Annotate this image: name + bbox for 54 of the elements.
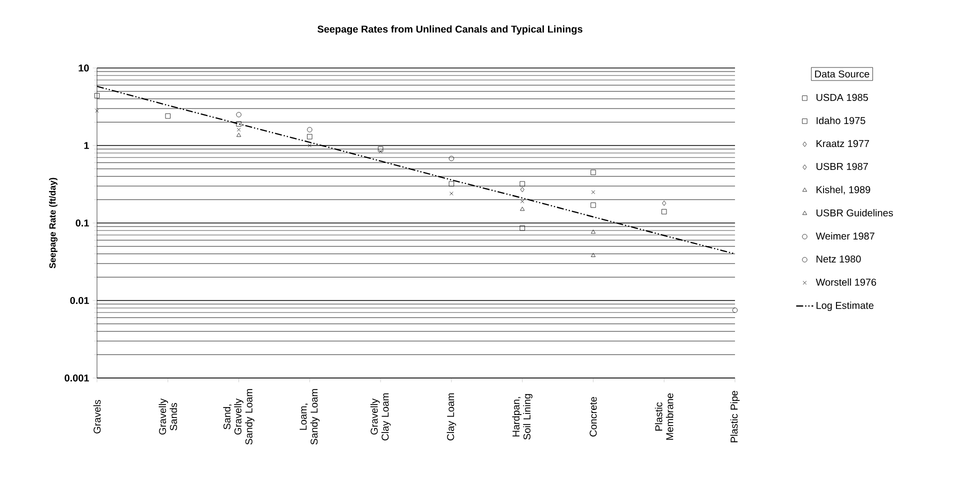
- point: [662, 209, 667, 214]
- legend-label: Idaho 1975: [816, 116, 866, 124]
- legend-label: Kishel, 1989: [816, 186, 870, 194]
- legend-label: USBR Guidelines: [816, 209, 893, 216]
- legend-label: Netz 1980: [816, 255, 861, 263]
- point: [165, 113, 170, 119]
- point: [662, 200, 666, 206]
- x-tick-label: Gravelly Sands: [158, 398, 178, 435]
- point: [307, 134, 312, 140]
- point: [236, 112, 242, 118]
- y-tick-label: 10: [78, 64, 89, 72]
- point: [520, 181, 525, 186]
- x-tick-label: Concrete: [590, 396, 597, 436]
- point: [590, 170, 596, 175]
- point: [448, 181, 454, 186]
- point: [95, 108, 99, 113]
- y-tick-label: 1: [84, 142, 89, 149]
- point: [520, 206, 525, 211]
- chart-title: Seepage Rates from Unlined Canals and Typical Linings: [318, 25, 582, 35]
- point: [591, 190, 596, 194]
- x-tick-label: Gravels: [93, 400, 101, 434]
- x-tick-label: Sand, Gravelly Sandy Loam: [223, 389, 254, 445]
- x-tick-label: Plastic Pipe: [730, 390, 740, 442]
- x-tick-label: Plastic Membrane: [654, 393, 674, 440]
- point: [448, 156, 454, 162]
- point: [236, 121, 242, 126]
- legend-label: Weimer 1987: [816, 232, 874, 240]
- legend-label: Kraatz 1977: [816, 140, 870, 148]
- legend-title: Data Source: [815, 70, 870, 78]
- y-tick-label: 0.001: [64, 374, 89, 382]
- point: [520, 186, 524, 192]
- legend-label: USBR 1987: [816, 162, 868, 170]
- point: [732, 308, 738, 313]
- x-tick-label: Hardpan, Soil Lining: [512, 394, 532, 440]
- point: [590, 230, 596, 234]
- x-tick-label: Loam, Sandy Loam: [300, 389, 320, 445]
- legend-label: Log Estimate: [816, 302, 874, 311]
- y-tick-label: 0.01: [70, 296, 89, 304]
- x-tick-label: Gravelly Clay Loam: [370, 393, 391, 440]
- point: [520, 200, 524, 204]
- point: [308, 144, 312, 148]
- y-axis-title: Seepage Rate (ft/day): [49, 178, 58, 268]
- point: [590, 202, 596, 208]
- point: [590, 252, 596, 257]
- point: [520, 225, 525, 231]
- point: [307, 127, 312, 132]
- x-tick-label: Clay Loam: [446, 393, 456, 440]
- y-tick-label: 0.1: [76, 219, 89, 227]
- point: [94, 93, 100, 98]
- point: [378, 149, 382, 154]
- legend-label: Worstell 1976: [816, 278, 876, 286]
- legend-label: USDA 1985: [816, 94, 868, 101]
- point: [378, 146, 384, 152]
- point: [450, 192, 454, 196]
